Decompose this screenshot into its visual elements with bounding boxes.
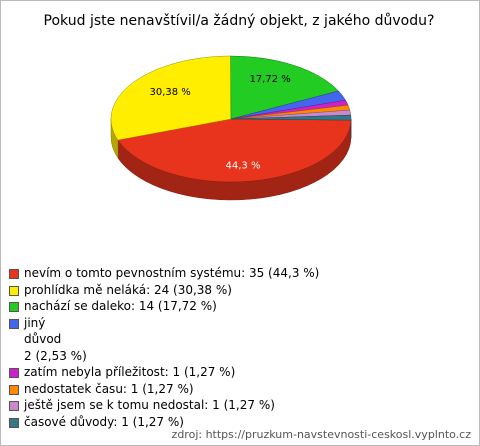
legend-label: prohlídka mě neláká: 24 (30,38 %) <box>24 282 232 297</box>
legend-swatch <box>9 384 19 395</box>
legend-item: ještě jsem se k tomu nedostal: 1 (1,27 %… <box>9 397 319 414</box>
slice <box>230 55 339 120</box>
legend-item: nedostatek času: 1 (1,27 %) <box>9 381 319 398</box>
legend-label: časové důvody: 1 (1,27 %) <box>24 414 184 429</box>
legend-label: jiný důvod 2 (2,53 %) <box>24 315 87 363</box>
pie-area: Pokud jste nenavštívil/a žádný objekt, z… <box>44 13 435 201</box>
source: zdroj: https://pruzkum-navstevnosti-cesk… <box>171 428 471 441</box>
value-label: 44,3 % <box>226 161 261 172</box>
legend-label: nachází se daleko: 14 (17,72 %) <box>24 299 217 313</box>
legend-item: zatím nebyla příležitost: 1 (1,27 %) <box>9 364 319 381</box>
legend-label: zatím nebyla příležitost: 1 (1,27 %) <box>24 365 236 379</box>
legend-swatch <box>9 401 19 411</box>
legend-swatch <box>9 368 19 378</box>
value-label: 17,72 % <box>249 74 290 85</box>
legend-item: prohlídka mě neláká: 24 (30,38 %) <box>9 282 319 299</box>
legend-item: jiný důvod 2 (2,53 %) <box>9 315 319 365</box>
legend-label: ještě jsem se k tomu nedostal: 1 (1,27 %… <box>24 398 275 412</box>
value-label: 30,38 % <box>150 87 191 98</box>
legend-swatch <box>9 417 19 428</box>
legend-swatch <box>9 285 19 296</box>
slice <box>110 55 232 141</box>
legend-swatch <box>9 318 19 329</box>
legend-label: nevím o tomto pevnostním systému: 35 (44… <box>24 266 320 280</box>
legend-swatch <box>9 269 19 279</box>
slice <box>117 118 352 183</box>
legend-item: časové důvody: 1 (1,27 %) <box>9 414 319 431</box>
legend-swatch <box>9 302 19 312</box>
legend: nevím o tomto pevnostním systému: 35 (44… <box>9 265 319 430</box>
slice <box>230 114 352 121</box>
legend-label: nedostatek času: 1 (1,27 %) <box>24 381 194 396</box>
legend-item: nachází se daleko: 14 (17,72 %) <box>9 298 319 315</box>
chart-title: Pokud jste nenavštívil/a žádný objekt, z… <box>44 13 435 29</box>
legend-item: nevím o tomto pevnostním systému: 35 (44… <box>9 265 319 282</box>
